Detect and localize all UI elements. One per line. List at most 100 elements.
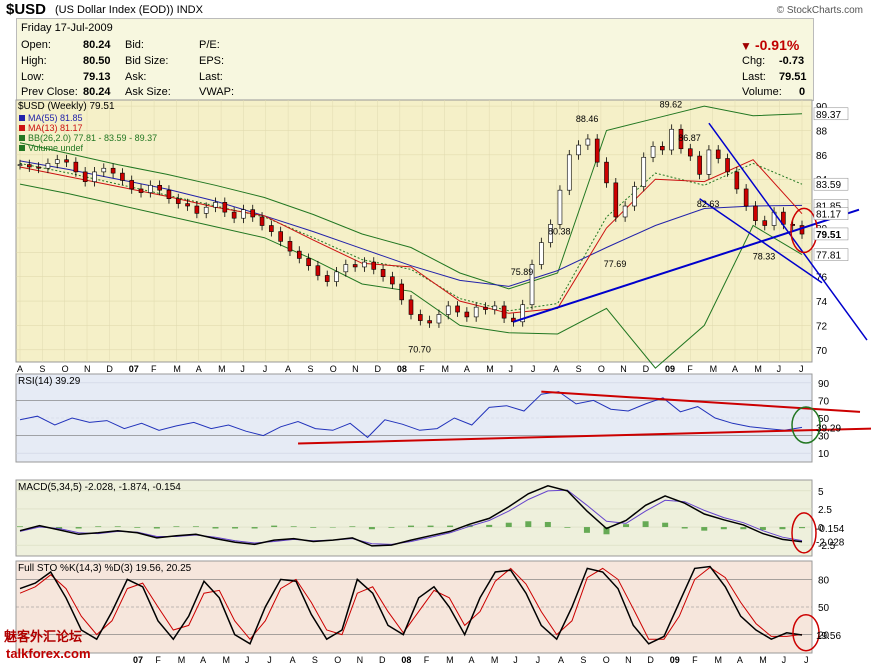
price-x-tick: D <box>643 364 650 374</box>
price-right-label: 89.37 <box>816 110 841 121</box>
bid-label: Bid: <box>125 39 144 51</box>
candle <box>203 206 209 214</box>
macd-histogram-bar <box>408 525 414 528</box>
legend-entry: Volume undef <box>28 143 84 153</box>
sto-d-line <box>19 566 803 640</box>
candle <box>148 185 153 193</box>
sto-x-tick: F <box>424 655 430 665</box>
sto-x-tick: N <box>625 655 632 665</box>
macd-histogram-bar <box>525 521 532 528</box>
price-x-tick: M <box>486 364 494 374</box>
candle <box>566 154 572 191</box>
sto-x-tick: S <box>580 655 586 665</box>
price-x-tick: O <box>598 364 605 374</box>
price-x-tick: D <box>374 364 381 374</box>
macd-histogram-bar <box>232 527 239 529</box>
price-x-tick: A <box>464 364 470 374</box>
sto-x-tick: O <box>603 655 610 665</box>
candle <box>390 276 395 285</box>
price-x-tick: D <box>106 364 113 374</box>
price-x-tick: F <box>419 364 425 374</box>
price-panel-title: $USD (Weekly) 79.51 <box>18 101 115 112</box>
candle <box>594 138 600 163</box>
macd-highlight-circle <box>791 512 817 554</box>
last-value: 79.51 <box>779 71 807 83</box>
macd-y-tick: 0 <box>818 523 824 534</box>
macd-histogram-bar <box>192 526 199 528</box>
stockcharts-brand[interactable]: © StockCharts.com <box>776 5 863 16</box>
symbol-description: (US Dollar Index (EOD)) INDX <box>55 4 203 16</box>
price-x-tick: M <box>754 364 762 374</box>
candle <box>399 283 404 301</box>
chart-header: $USD (US Dollar Index (EOD)) INDX © Stoc… <box>0 0 871 18</box>
macd-histogram-bar <box>310 527 317 528</box>
sto-y-tick: 80 <box>818 575 830 586</box>
candle <box>697 155 702 175</box>
candle <box>418 314 423 321</box>
chg-value: -0.73 <box>779 55 805 67</box>
downtrend-line-upper <box>708 122 868 341</box>
price-annotation: 77.69 <box>604 259 627 269</box>
price-x-tick: F <box>687 364 693 374</box>
change-percent: ▼ -0.91% <box>740 37 800 53</box>
price-x-tick: J <box>777 364 782 374</box>
price-x-tick: M <box>173 364 181 374</box>
candle <box>492 305 498 310</box>
macd-histogram-bar <box>583 527 590 533</box>
macd-histogram-bar <box>95 526 102 528</box>
macd-line <box>19 485 803 547</box>
price-annotation: 78.33 <box>753 251 776 261</box>
sto-x-tick: J <box>536 655 541 665</box>
legend-entry: BB(26,2.0) 77.81 - 83.59 - 89.37 <box>28 133 157 143</box>
macd-y-tick: 5 <box>818 487 824 498</box>
price-x-tick: A <box>17 364 23 374</box>
legend-swatch <box>19 115 25 121</box>
candle <box>110 167 116 174</box>
candle <box>464 311 470 318</box>
sto-highlight-circle <box>792 614 820 652</box>
price-x-tick: S <box>576 364 582 374</box>
sto-x-tick: O <box>334 655 341 665</box>
volume-label: Volume: <box>742 86 782 98</box>
candle <box>436 314 442 324</box>
watermark-cn: 魅客外汇论坛 <box>4 629 83 644</box>
watermark-en: talkforex.com <box>6 646 91 661</box>
macd-histogram-bar <box>603 527 610 535</box>
macd-right-label: -0.154 <box>816 524 845 535</box>
candle <box>585 138 591 146</box>
panel-bg-2 <box>15 479 813 557</box>
candle <box>362 261 367 268</box>
macd-histogram-bar <box>271 525 278 528</box>
candle <box>539 242 544 265</box>
macd-histogram-bar <box>173 526 180 528</box>
candle <box>259 216 265 226</box>
candle <box>427 320 432 324</box>
price-right-label: 81.85 <box>816 201 841 212</box>
sto-x-tick: A <box>737 655 743 665</box>
price-annotation: 75.89 <box>511 267 534 277</box>
sto-y-tick: 20 <box>818 631 830 642</box>
price-x-tick: A <box>553 364 559 374</box>
candle <box>231 211 237 219</box>
sto-x-tick: 08 <box>401 655 411 665</box>
candle <box>529 264 535 306</box>
candle <box>120 172 125 181</box>
macd-panel-title: MACD(5,34,5) -2.028, -1.874, -0.154 <box>18 482 181 493</box>
sto-x-tick: F <box>692 655 698 665</box>
candle <box>473 306 479 318</box>
price-x-tick: J <box>240 364 245 374</box>
candle <box>324 275 330 282</box>
macd-histogram-bar <box>388 527 395 528</box>
rsi-panel-title: RSI(14) 39.29 <box>18 376 81 387</box>
open-value: 80.24 <box>83 39 111 51</box>
last-label: Last: <box>742 71 766 83</box>
candle <box>269 225 274 232</box>
candle <box>194 205 200 214</box>
candle <box>622 205 628 218</box>
candle <box>706 149 712 175</box>
bb-lower-line <box>19 183 803 369</box>
macd-histogram-bar <box>153 527 160 529</box>
prev-close-label: Prev Close: <box>21 86 78 98</box>
candle <box>743 188 749 207</box>
sto-x-tick: A <box>558 655 564 665</box>
